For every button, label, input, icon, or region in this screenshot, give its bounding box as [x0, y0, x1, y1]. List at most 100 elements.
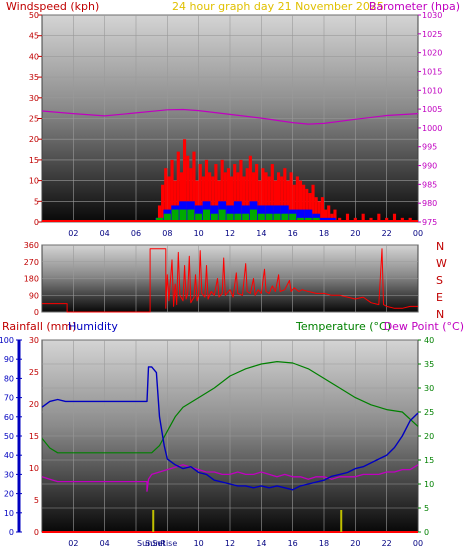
- wind-x-tick: 04: [100, 229, 110, 238]
- wind-gust-bar: [361, 213, 365, 222]
- wind-low-bar: [265, 213, 273, 222]
- wind-gust-bar: [311, 184, 315, 222]
- wind-gust-bar: [204, 159, 209, 222]
- wind-gust-bar: [236, 172, 240, 222]
- rain-y-tick: 20: [29, 400, 39, 409]
- wind-gust-bar: [392, 213, 397, 222]
- baro-y-tick: 1005: [422, 105, 442, 114]
- wind-y-tick: 25: [29, 115, 39, 124]
- wind-gust-bar: [220, 159, 224, 222]
- temp-y-tick: 0: [424, 528, 429, 537]
- wind-x-tick: 18: [319, 229, 329, 238]
- baro-y-tick: 1000: [422, 124, 442, 133]
- wind-low-bar: [304, 217, 312, 222]
- wind-gust-bar: [189, 168, 193, 222]
- temp-x-tick: 00: [413, 539, 423, 548]
- wind-gust-bar: [264, 172, 268, 222]
- wind-gust-bar: [320, 197, 324, 222]
- wind-x-tick: 14: [256, 229, 266, 238]
- dir-y-tick: 270: [24, 258, 39, 267]
- compass-label: E: [436, 291, 443, 304]
- rain-y-tick: 0: [34, 528, 39, 537]
- wind-gust-bar: [230, 176, 234, 222]
- baro-y-tick: 980: [422, 199, 437, 208]
- temp-x-tick: 04: [100, 539, 110, 548]
- wind-low-bar: [179, 209, 187, 222]
- wind-low-bar: [226, 213, 234, 222]
- wind-gust-bar: [192, 151, 196, 222]
- wind-y-tick: 35: [29, 73, 39, 82]
- wind-low-bar: [289, 213, 297, 222]
- wind-gust-bar: [298, 180, 303, 222]
- compass-label: N: [436, 308, 444, 321]
- wind-avg-bar: [233, 201, 242, 222]
- temp-x-tick: 10: [194, 539, 204, 548]
- wind-gust-bar: [400, 217, 404, 222]
- temp-y-tick: 20: [424, 432, 434, 441]
- temp-x-tick: 18: [319, 539, 329, 548]
- temp-x-tick: 20: [350, 539, 360, 548]
- temp-x-tick: 02: [68, 539, 78, 548]
- wind-gust-bar: [183, 139, 187, 222]
- temp-y-tick: 10: [424, 480, 434, 489]
- humidity-left-label: Humidity: [68, 320, 118, 333]
- wind-avg-bar: [304, 209, 313, 222]
- wind-y-tick: 40: [29, 52, 39, 61]
- temp-y-tick: 30: [424, 384, 434, 393]
- temp-y-tick: 40: [424, 336, 434, 345]
- wind-low-bar: [312, 217, 320, 222]
- wind-gust-bar: [173, 180, 177, 222]
- wind-gust-bar: [245, 168, 249, 222]
- humidity-y-tick: 10: [4, 509, 14, 518]
- wind-x-tick: 00: [413, 229, 423, 238]
- humidity-y-tick: 100: [0, 336, 14, 345]
- dir-y-tick: 360: [24, 241, 39, 250]
- wind-gust-bar: [226, 168, 230, 222]
- wind-gust-bar: [286, 180, 290, 222]
- wind-x-tick: 22: [382, 229, 392, 238]
- wind-gust-bar: [267, 176, 271, 222]
- wind-gust-bar: [308, 193, 312, 222]
- wind-direction-line: [42, 248, 418, 313]
- compass-label: N: [436, 240, 444, 253]
- wind-low-bar: [281, 213, 289, 222]
- temp-y-tick: 25: [424, 408, 434, 417]
- wind-x-tick: 06: [131, 229, 141, 238]
- wind-gust-bar: [273, 180, 277, 222]
- wind-gust-bar: [295, 176, 299, 222]
- wind-x-tick: 08: [162, 229, 172, 238]
- wind-low-bar: [242, 213, 250, 222]
- wind-gust-bar: [258, 180, 262, 222]
- wind-low-bar: [171, 209, 179, 222]
- humidity-y-tick: 40: [4, 451, 14, 460]
- wind-right-label: Barometer (hpa): [369, 0, 460, 13]
- temperature-panel: 0102030405060708090100051015202530051015…: [0, 336, 434, 548]
- temperature-line: [41, 361, 419, 454]
- wind-gust-bar: [233, 164, 237, 222]
- rain-y-tick: 15: [29, 432, 39, 441]
- wind-low-bar: [187, 209, 195, 222]
- barometer-line: [41, 108, 419, 125]
- wind-gust-bar: [289, 172, 293, 222]
- rain-y-tick: 5: [34, 496, 39, 505]
- wind-gust-bar: [270, 164, 274, 222]
- compass-label: S: [436, 274, 443, 287]
- wind-x-tick: 12: [225, 229, 235, 238]
- wind-low-bar: [249, 209, 258, 222]
- rain-y-tick: 25: [29, 368, 39, 377]
- wind-low-bar: [296, 217, 305, 222]
- wind-gust-bar: [377, 213, 381, 222]
- graph-title: 24 hour graph day 21 November 2025: [172, 0, 384, 13]
- wind-gust-bar: [338, 217, 342, 222]
- baro-y-tick: 995: [422, 143, 437, 152]
- wind-low-bar: [155, 217, 164, 222]
- wind-gust-bar: [195, 180, 199, 222]
- baro-y-tick: 1010: [422, 86, 442, 95]
- wind-low-bar: [273, 213, 281, 222]
- baro-y-tick: 1015: [422, 67, 442, 76]
- wind-gust-bar: [179, 172, 183, 222]
- wind-y-tick: 10: [29, 177, 39, 186]
